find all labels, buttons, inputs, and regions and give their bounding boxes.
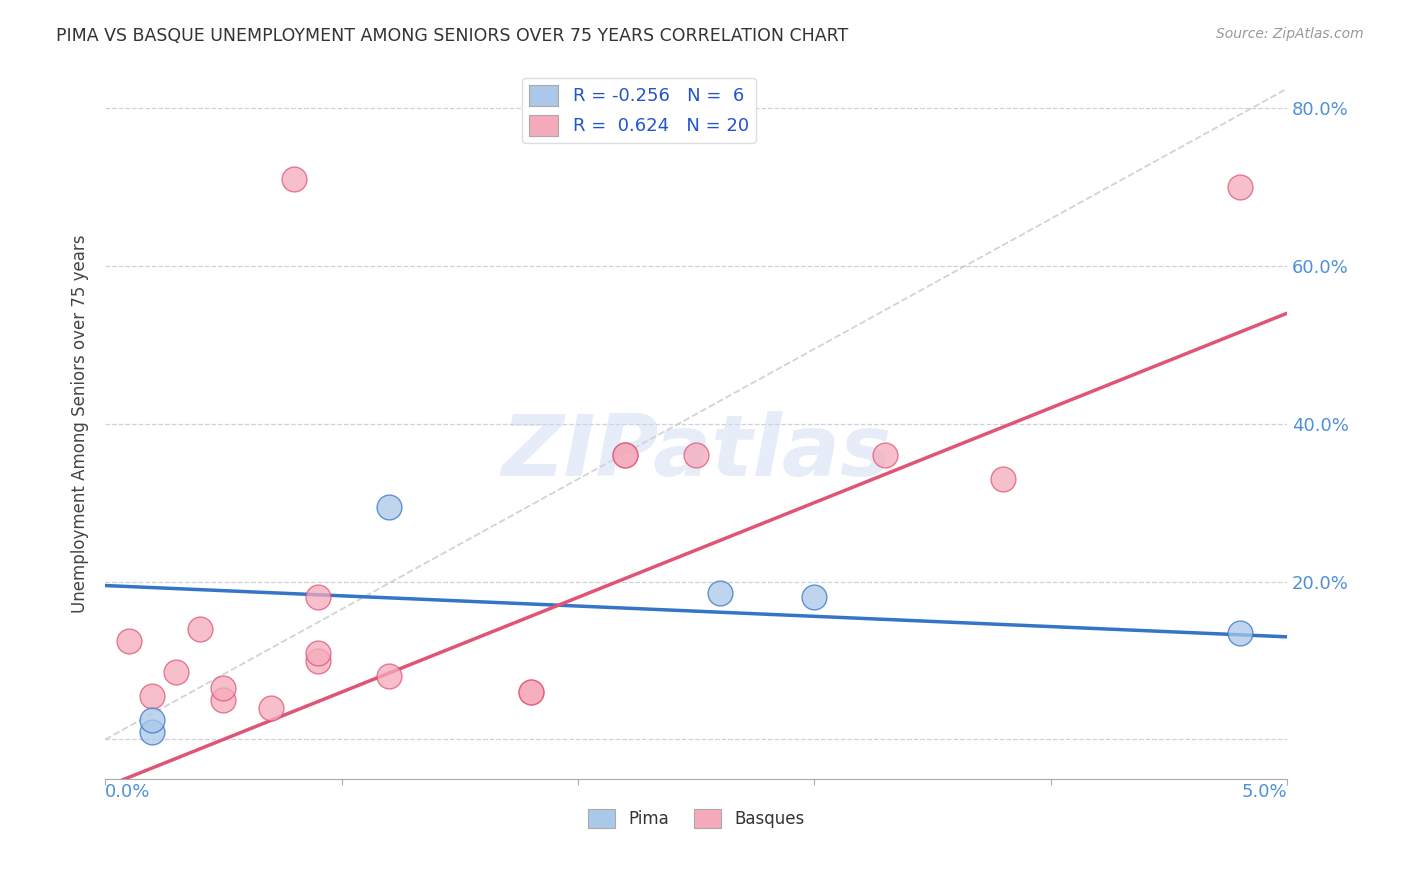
Point [212, 681, 235, 695]
Point [378, 500, 401, 514]
Point [141, 713, 163, 727]
Point [1229, 180, 1251, 194]
Point [118, 633, 141, 648]
Point [709, 586, 731, 600]
Point [519, 685, 541, 699]
Text: PIMA VS BASQUE UNEMPLOYMENT AMONG SENIORS OVER 75 YEARS CORRELATION CHART: PIMA VS BASQUE UNEMPLOYMENT AMONG SENIOR… [56, 27, 848, 45]
Point [519, 685, 541, 699]
Point [307, 646, 329, 660]
Point [141, 689, 163, 703]
Point [283, 172, 305, 186]
Point [993, 472, 1015, 486]
Point [614, 448, 637, 462]
Point [378, 669, 401, 683]
Point [1229, 626, 1251, 640]
Point [803, 591, 825, 605]
Point [260, 701, 283, 715]
Text: 0.0%: 0.0% [105, 783, 150, 801]
Point [188, 622, 211, 636]
Point [165, 665, 187, 680]
Text: Source: ZipAtlas.com: Source: ZipAtlas.com [1216, 27, 1364, 41]
Point [307, 591, 329, 605]
Legend: Pima, Basques: Pima, Basques [582, 802, 811, 835]
Point [307, 653, 329, 667]
Point [614, 448, 637, 462]
Point [212, 693, 235, 707]
Point [141, 724, 163, 739]
Y-axis label: Unemployment Among Seniors over 75 years: Unemployment Among Seniors over 75 years [72, 235, 89, 613]
Point [685, 448, 707, 462]
Point [875, 448, 897, 462]
Text: ZIPatlas: ZIPatlas [501, 410, 891, 493]
Text: 5.0%: 5.0% [1241, 783, 1286, 801]
